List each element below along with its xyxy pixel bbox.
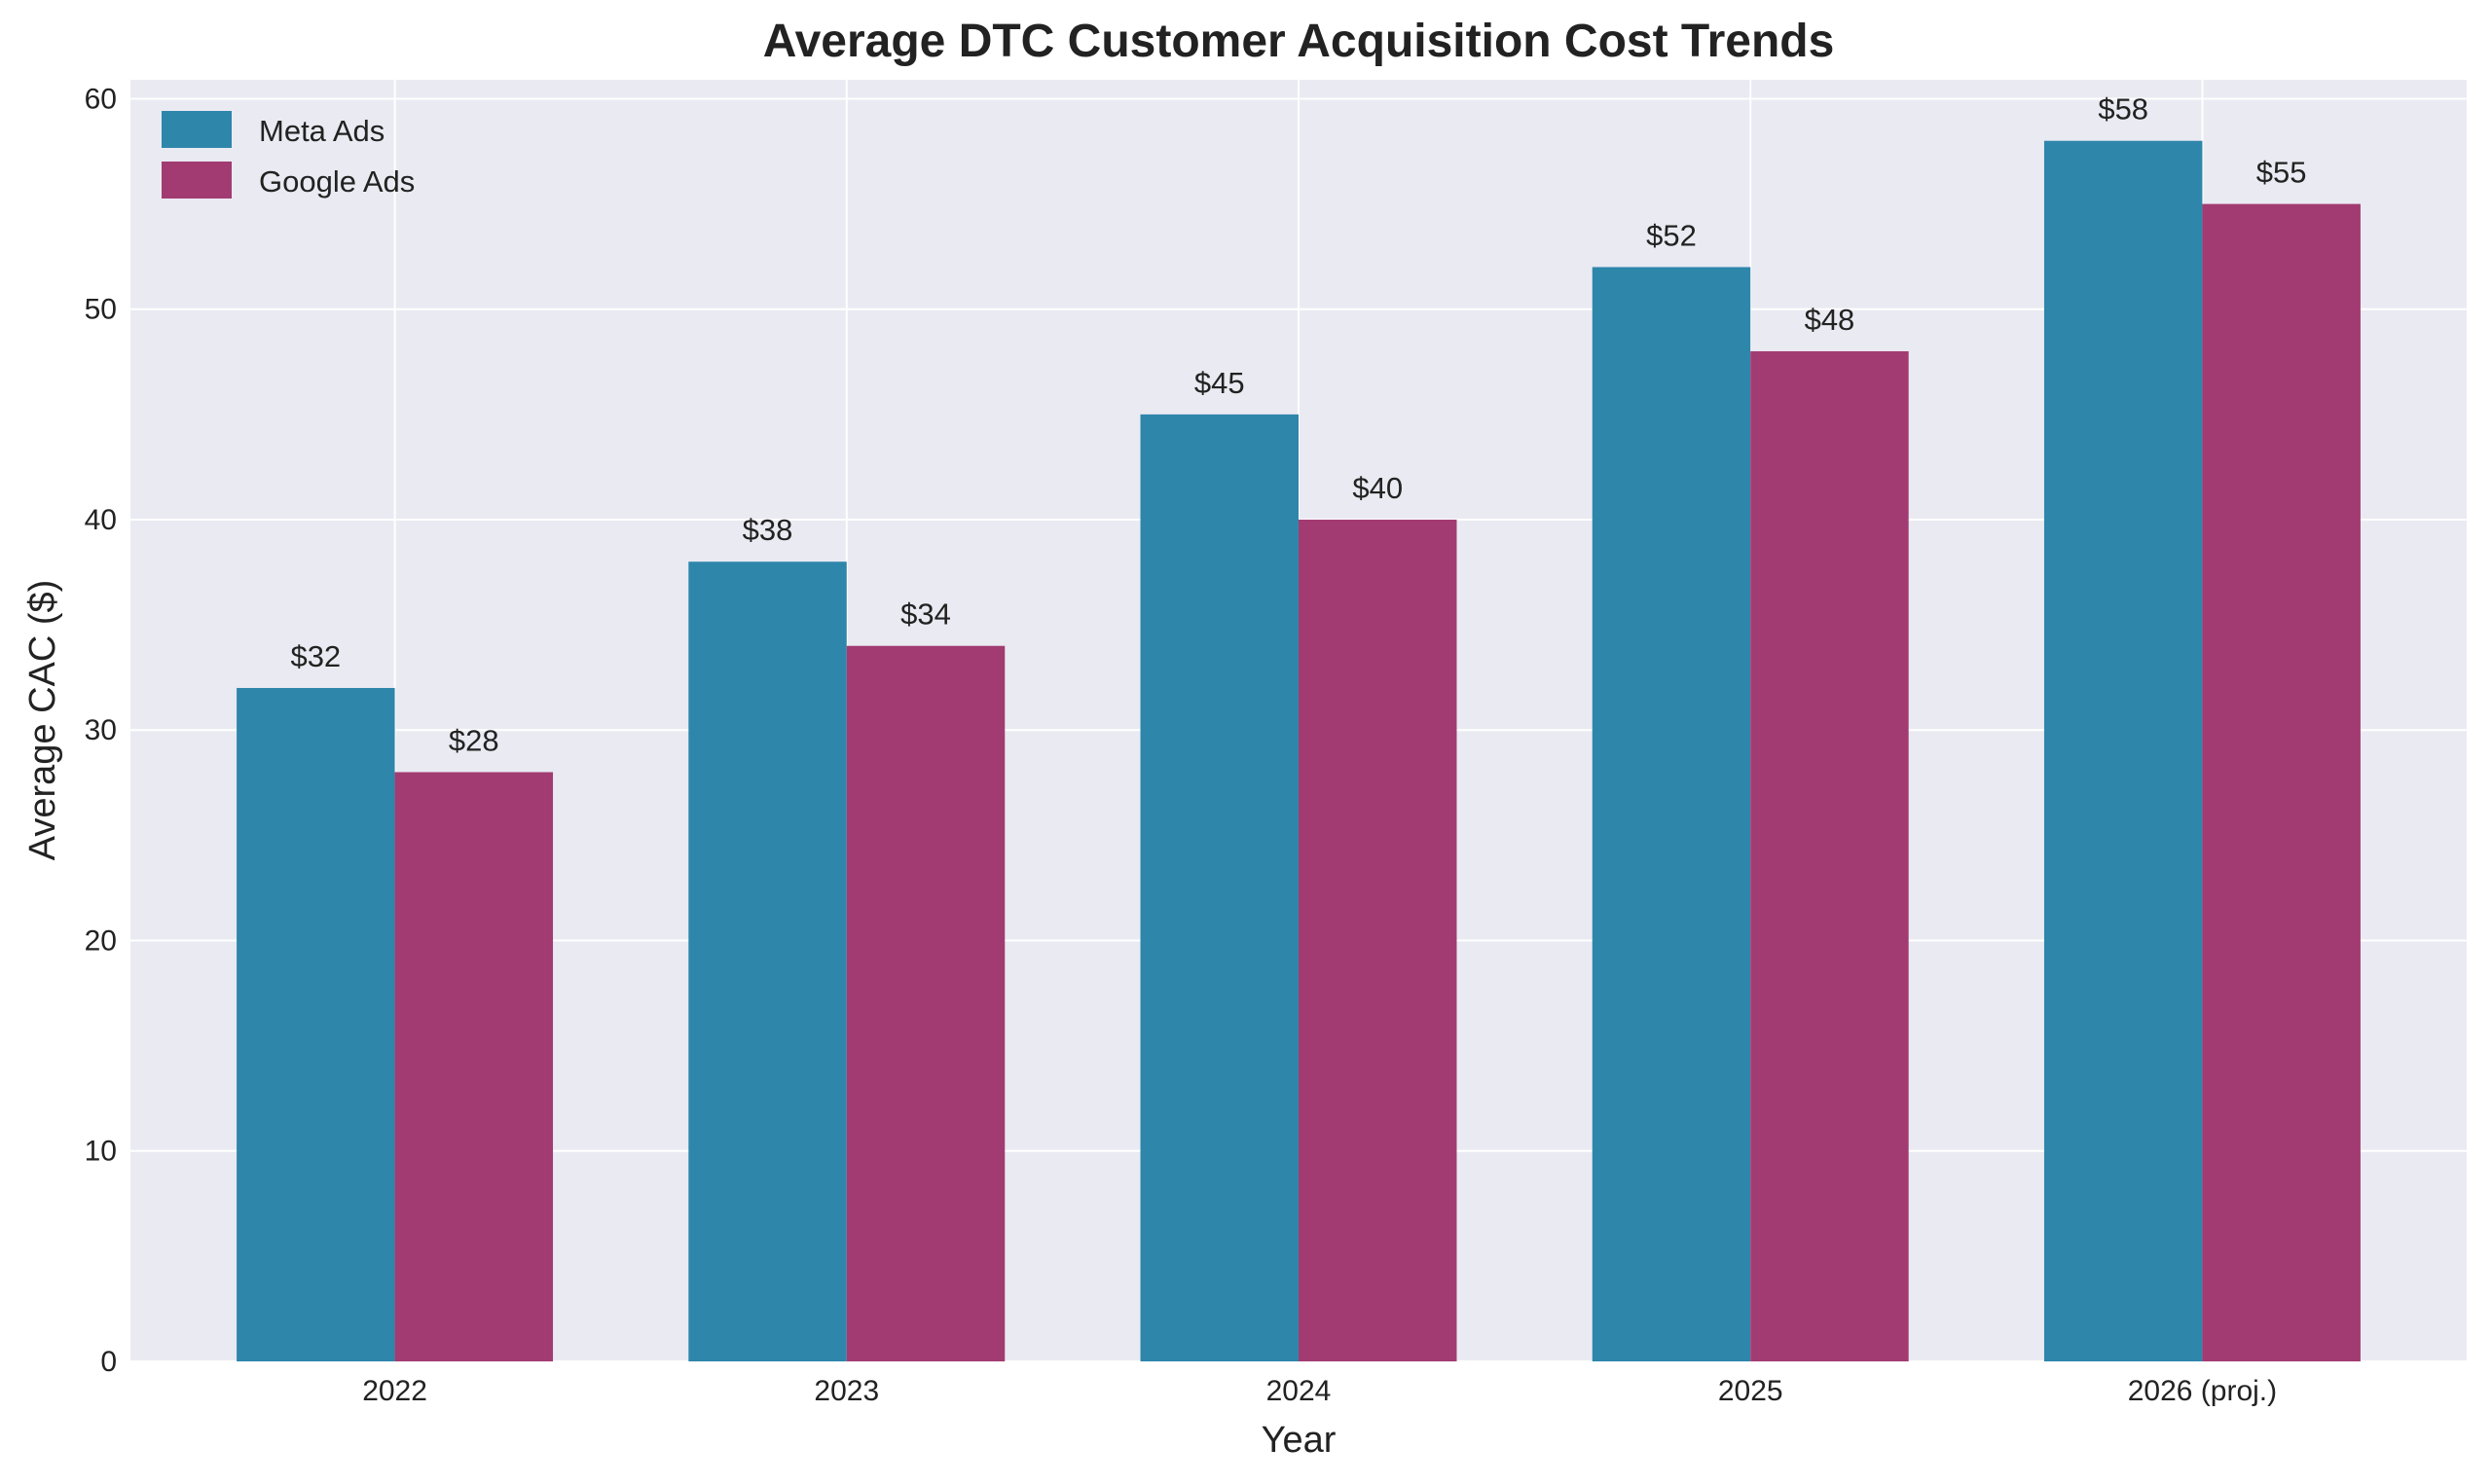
data-label: $32 xyxy=(290,639,341,673)
bar-google-ads xyxy=(2202,203,2361,1362)
y-tick-label: 50 xyxy=(85,294,117,326)
data-label: $40 xyxy=(1352,471,1403,505)
data-label: $58 xyxy=(2098,92,2148,127)
bar-meta-ads xyxy=(237,687,395,1361)
bar-meta-ads xyxy=(1140,414,1299,1361)
x-axis-label: Year xyxy=(1262,1420,1337,1461)
x-tick-label: 2023 xyxy=(814,1375,879,1407)
data-label: $38 xyxy=(743,513,793,547)
bar-google-ads xyxy=(1750,350,1909,1361)
legend-swatch xyxy=(162,111,232,148)
bar-google-ads xyxy=(394,772,554,1361)
bar-meta-ads xyxy=(2043,140,2203,1362)
legend: Meta Ads Google Ads xyxy=(162,111,415,199)
x-tick-label: 2025 xyxy=(1718,1375,1783,1407)
x-tick-label: 2022 xyxy=(362,1375,427,1407)
y-tick-label: 60 xyxy=(85,83,117,115)
y-tick-label: 40 xyxy=(85,504,117,536)
data-label: $34 xyxy=(900,597,951,632)
bars: $32 $38 $45 $52 $58 $28 $34 $40 $48 $55 xyxy=(237,92,2361,1362)
data-label: $45 xyxy=(1194,366,1245,400)
bar-google-ads xyxy=(846,645,1006,1361)
bar-meta-ads xyxy=(688,561,847,1361)
y-tick-label: 20 xyxy=(85,924,117,957)
y-tick-label: 10 xyxy=(85,1136,117,1168)
legend-label: Google Ads xyxy=(259,164,415,199)
y-axis: 0 10 20 30 40 50 60 xyxy=(85,83,117,1378)
data-label: $55 xyxy=(2256,156,2307,190)
y-tick-label: 0 xyxy=(100,1346,117,1378)
data-label: $28 xyxy=(449,723,499,757)
legend-swatch xyxy=(162,162,232,199)
data-label: $48 xyxy=(1805,303,1855,337)
chart-title: Average DTC Customer Acquisition Cost Tr… xyxy=(763,16,1835,67)
legend-label: Meta Ads xyxy=(259,114,385,148)
x-axis: 2022 2023 2024 2025 2026 (proj.) xyxy=(362,1375,2277,1407)
x-tick-label: 2024 xyxy=(1266,1375,1332,1407)
y-tick-label: 30 xyxy=(85,714,117,746)
y-axis-label: Average CAC ($) xyxy=(22,580,63,861)
x-tick-label: 2026 (proj.) xyxy=(2128,1375,2277,1407)
bar-meta-ads xyxy=(1592,267,1751,1361)
bar-google-ads xyxy=(1299,519,1457,1361)
data-label: $52 xyxy=(1646,218,1697,252)
